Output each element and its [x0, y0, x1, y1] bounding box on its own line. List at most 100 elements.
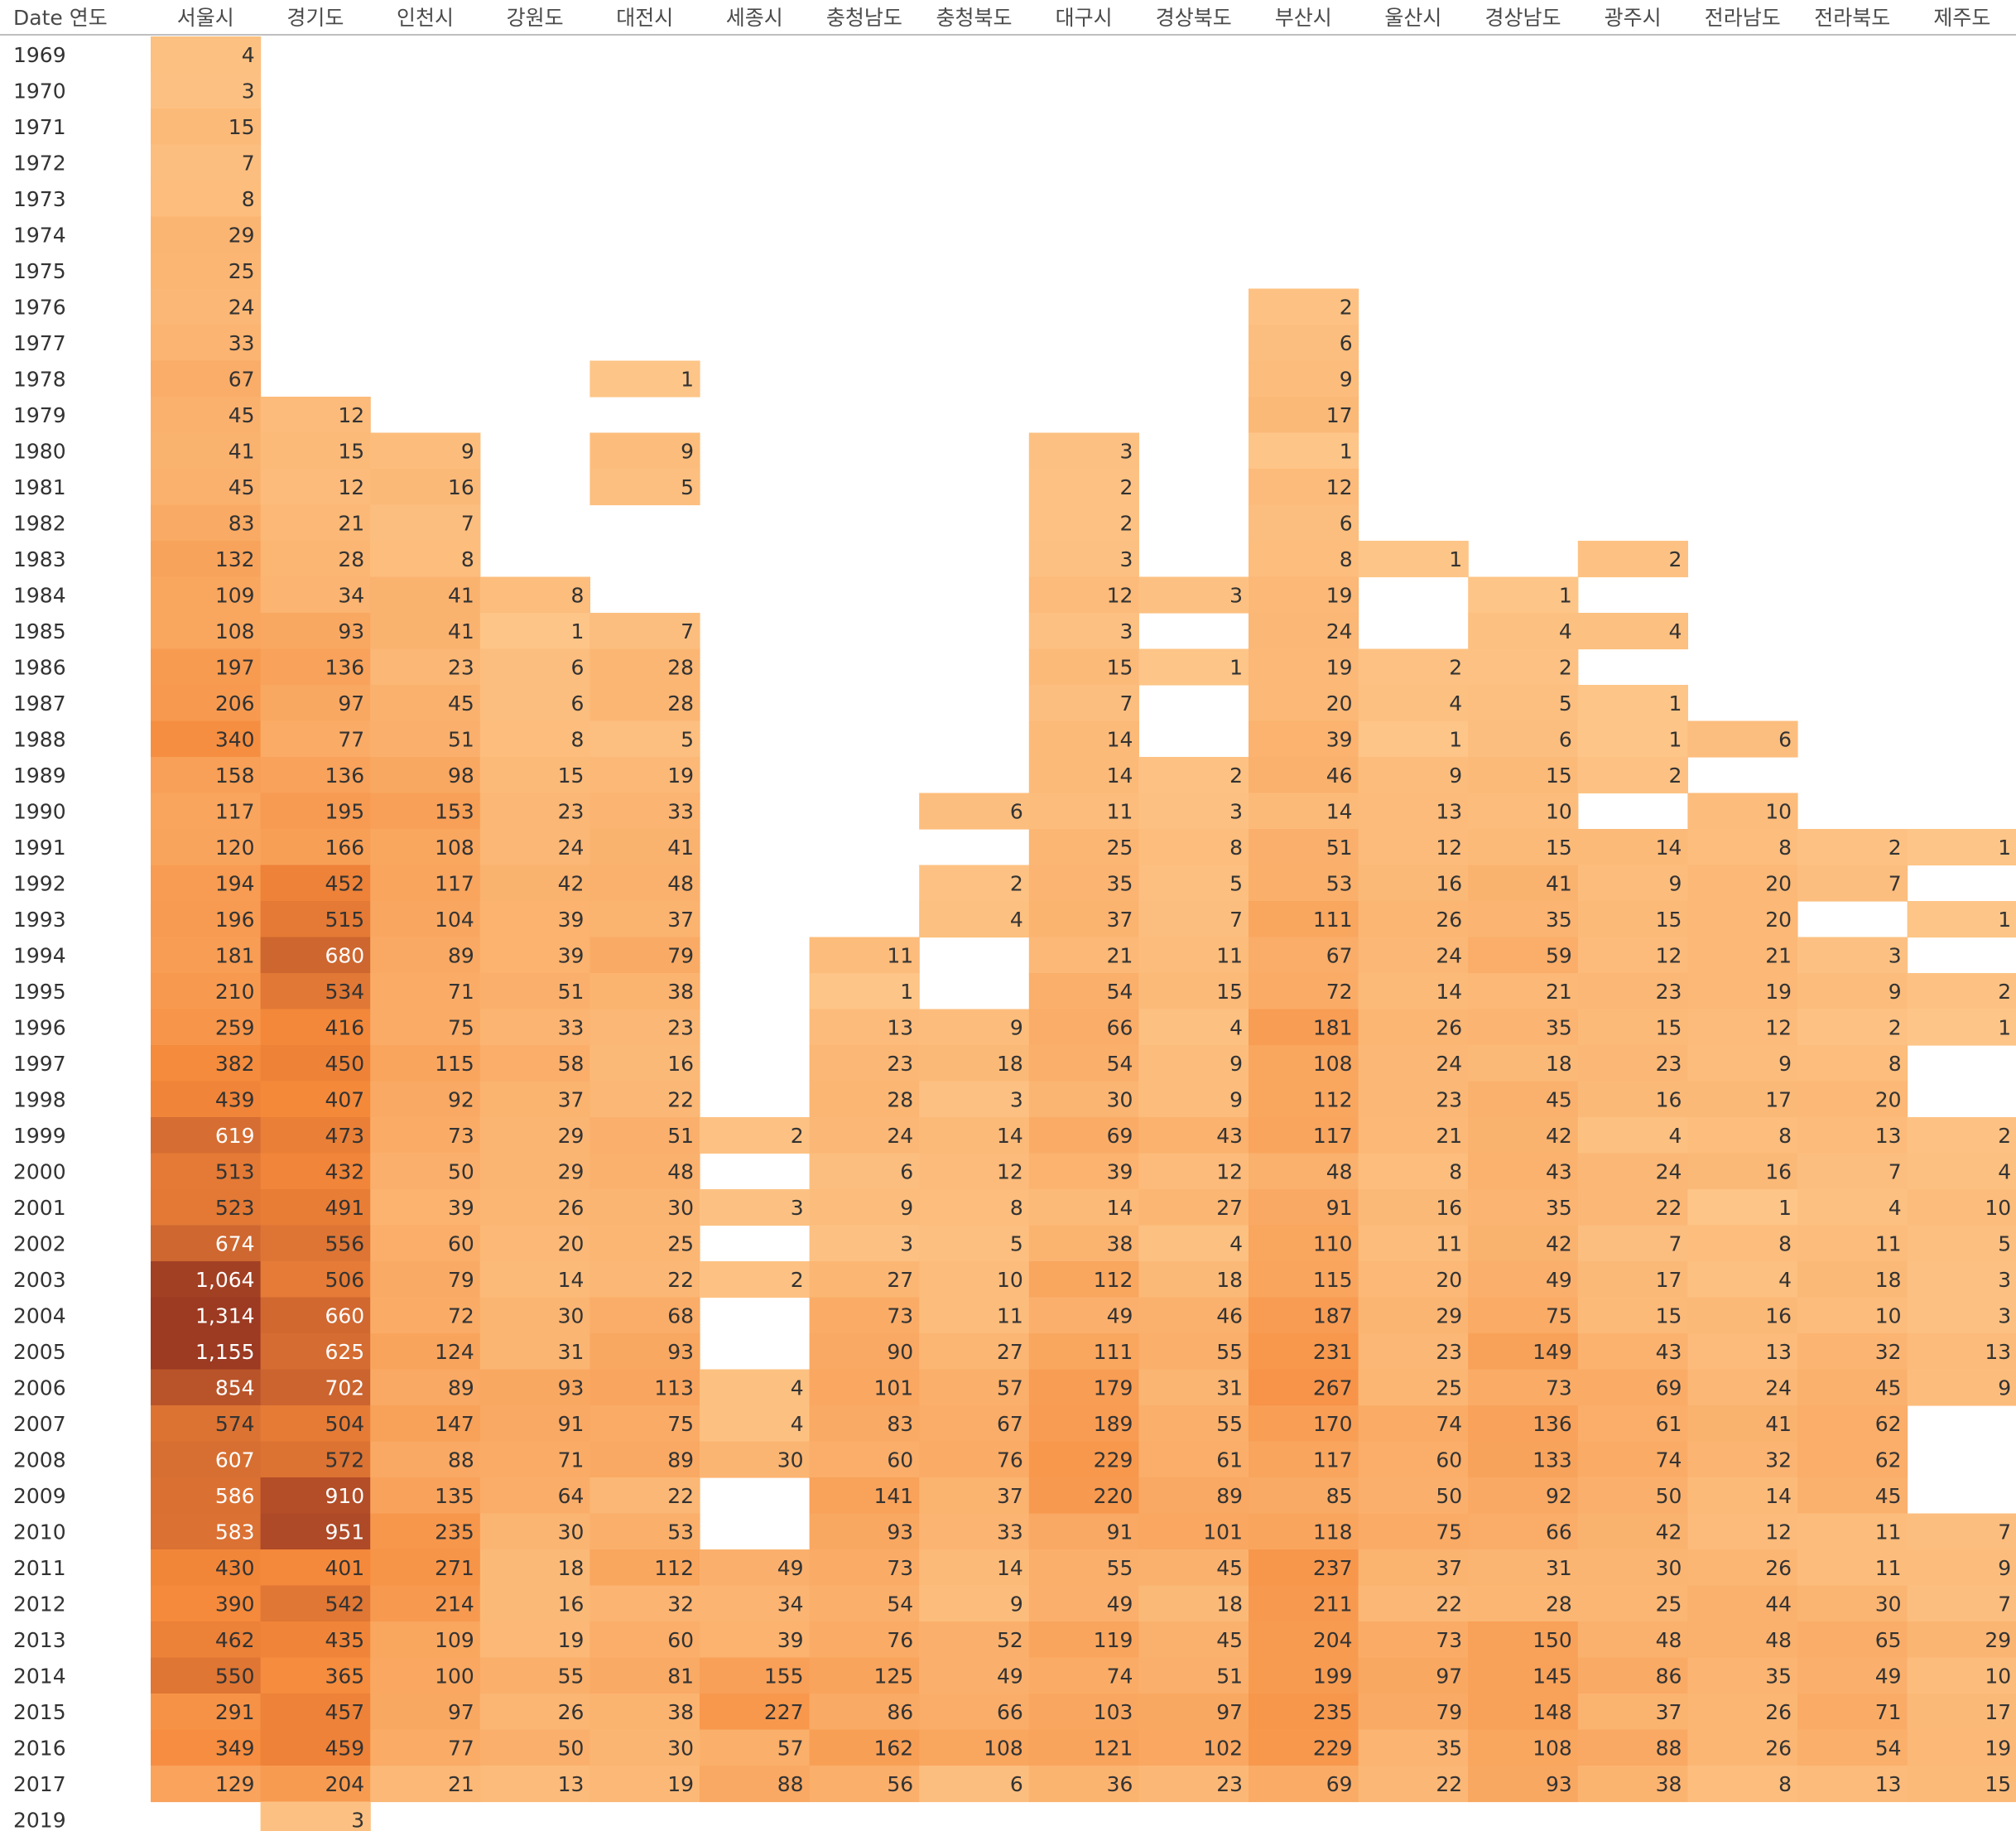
heatmap-cell — [589, 793, 700, 830]
heatmap-cell — [1249, 829, 1359, 866]
heatmap-cell — [700, 1441, 811, 1478]
cell-value-label: 150 — [1532, 1628, 1572, 1652]
cell-value-label: 2 — [1449, 655, 1462, 679]
cell-value-label: 66 — [997, 1700, 1023, 1724]
cell-value-label: 9 — [1010, 1592, 1023, 1616]
heatmap-cell — [1577, 541, 1688, 578]
heatmap-cell — [479, 937, 590, 974]
heatmap-cell — [151, 288, 262, 325]
heatmap-cell — [1249, 1477, 1359, 1515]
year-label: 1992 — [13, 871, 66, 895]
cell-value-label: 22 — [667, 1484, 694, 1508]
cell-value-label: 39 — [777, 1628, 804, 1652]
cell-value-label: 73 — [1546, 1376, 1572, 1400]
heatmap-cell — [809, 937, 920, 974]
cell-value-label: 117 — [435, 871, 474, 895]
year-label: 2013 — [13, 1628, 66, 1652]
heatmap-cell — [1577, 1333, 1688, 1371]
heatmap-cell — [1687, 1189, 1798, 1226]
cell-value-label: 51 — [448, 727, 474, 751]
cell-value-label: 7 — [1229, 908, 1243, 932]
cell-value-label: 21 — [1546, 980, 1572, 1004]
year-label: 1973 — [13, 187, 66, 211]
column-header: 강원도 — [507, 6, 564, 30]
cell-value-label: 72 — [1326, 980, 1353, 1004]
heatmap-cell — [1907, 1766, 2016, 1803]
cell-value-label: 66 — [1546, 1520, 1572, 1544]
cell-value-label: 14 — [997, 1124, 1023, 1148]
cell-value-label: 25 — [229, 259, 255, 283]
cell-value-label: 23 — [448, 655, 474, 679]
cell-value-label: 15 — [1985, 1772, 2011, 1796]
heatmap-cell — [151, 1009, 262, 1046]
heatmap-cell — [1907, 829, 2016, 866]
heatmap-cell — [370, 576, 481, 614]
heatmap-cell — [1138, 1585, 1249, 1622]
heatmap-cell — [1577, 757, 1688, 794]
cell-value-label: 11 — [1436, 1231, 1462, 1255]
heatmap-cell — [1028, 1117, 1139, 1154]
cell-value-label: 51 — [558, 980, 585, 1004]
year-label: 1977 — [13, 331, 66, 355]
cell-value-label: 117 — [215, 799, 255, 823]
cell-value-label: 2 — [1340, 295, 1353, 319]
heatmap-cell — [151, 469, 262, 506]
cell-value-label: 75 — [448, 1015, 474, 1039]
heatmap-cell — [1468, 1405, 1579, 1443]
heatmap-cell — [260, 397, 371, 434]
cell-value-label: 136 — [325, 655, 364, 679]
cell-value-label: 7 — [242, 151, 255, 175]
heatmap-cell — [1577, 865, 1688, 902]
cell-value-label: 556 — [325, 1231, 364, 1255]
heatmap-cell — [1028, 576, 1139, 614]
cell-value-label: 75 — [1436, 1520, 1462, 1544]
cell-value-label: 18 — [1216, 1268, 1243, 1292]
heatmap-cell — [1687, 1333, 1798, 1371]
heatmap-cell — [260, 865, 371, 902]
heatmap-cell — [1138, 1477, 1249, 1515]
heatmap-cell — [919, 1153, 1030, 1190]
cell-value-label: 93 — [887, 1520, 913, 1544]
heatmap-cell — [700, 1261, 811, 1299]
cell-value-label: 15 — [1216, 980, 1243, 1004]
cell-value-label: 22 — [667, 1087, 694, 1111]
heatmap-cell — [1249, 720, 1359, 758]
heatmap-cell — [1577, 1369, 1688, 1406]
heatmap-cell — [151, 1729, 262, 1766]
heatmap-cell — [1358, 1369, 1469, 1406]
heatmap-cell — [1028, 648, 1139, 686]
heatmap-cell — [589, 1009, 700, 1046]
heatmap-cell — [1468, 1585, 1579, 1622]
heatmap-cell — [479, 1189, 590, 1226]
heatmap-cell — [151, 1405, 262, 1443]
heatmap-cell — [1249, 1369, 1359, 1406]
column-header: 경상북도 — [1156, 6, 1232, 30]
cell-value-label: 8 — [461, 547, 474, 571]
heatmap-cell — [151, 1513, 262, 1550]
heatmap-cell — [589, 1225, 700, 1262]
column-header: 세종시 — [726, 6, 783, 30]
cell-value-label: 9 — [1449, 764, 1462, 788]
heatmap-cell — [1687, 1694, 1798, 1731]
heatmap-cell — [1797, 829, 1908, 866]
cell-value-label: 93 — [667, 1340, 694, 1364]
heatmap-cell — [1687, 1621, 1798, 1659]
heatmap-cell — [370, 1549, 481, 1587]
heatmap-cell — [919, 865, 1030, 902]
heatmap-cell — [1249, 1441, 1359, 1478]
cell-value-label: 1 — [1998, 836, 2011, 860]
heatmap-cell — [700, 1117, 811, 1154]
heatmap-cell — [151, 1297, 262, 1334]
heatmap-cell — [1797, 1549, 1908, 1587]
heatmap-cell — [370, 1045, 481, 1082]
cell-value-label: 74 — [1107, 1664, 1133, 1688]
cell-value-label: 54 — [1107, 980, 1133, 1004]
heatmap-cell — [151, 757, 262, 794]
heatmap-cell — [1028, 901, 1139, 938]
heatmap-cell — [1577, 1405, 1688, 1443]
cell-value-label: 3 — [1998, 1303, 2011, 1327]
cell-value-label: 2 — [1998, 1124, 2011, 1148]
cell-value-label: 14 — [558, 1268, 585, 1292]
cell-value-label: 16 — [667, 1052, 694, 1076]
heatmap-cell — [809, 1333, 920, 1371]
